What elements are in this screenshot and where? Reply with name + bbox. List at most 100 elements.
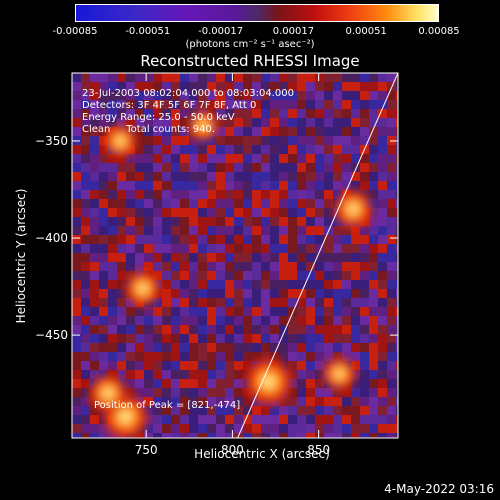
map-cell	[189, 289, 198, 298]
map-cell	[225, 271, 234, 280]
map-cell	[333, 172, 342, 181]
map-cell	[297, 208, 306, 217]
map-cell	[387, 181, 396, 190]
map-cell	[108, 181, 117, 190]
map-cell	[171, 100, 180, 109]
map-cell	[333, 397, 342, 406]
map-cell	[342, 235, 351, 244]
map-cell	[315, 82, 324, 91]
map-cell	[225, 352, 234, 361]
y-axis-label: Heliocentric Y (arcsec)	[14, 189, 28, 324]
map-cell	[153, 334, 162, 343]
map-cell	[99, 424, 108, 433]
map-cell	[135, 361, 144, 370]
map-cell	[252, 145, 261, 154]
map-cell	[207, 136, 216, 145]
map-cell	[189, 136, 198, 145]
map-cell	[297, 73, 306, 82]
map-cell	[324, 325, 333, 334]
map-cell	[288, 145, 297, 154]
map-cell	[108, 298, 117, 307]
map-cell	[90, 154, 99, 163]
map-cell	[297, 316, 306, 325]
map-cell	[369, 262, 378, 271]
map-cell	[108, 82, 117, 91]
map-cell	[243, 199, 252, 208]
map-cell	[324, 397, 333, 406]
map-cell	[315, 280, 324, 289]
map-cell	[270, 190, 279, 199]
map-cell	[270, 334, 279, 343]
map-cell	[216, 109, 225, 118]
map-cell	[225, 307, 234, 316]
map-cell	[126, 298, 135, 307]
map-cell	[297, 370, 306, 379]
map-cell	[81, 397, 90, 406]
map-cell	[306, 289, 315, 298]
bright-source	[263, 376, 274, 387]
map-cell	[117, 280, 126, 289]
map-cell	[252, 343, 261, 352]
map-cell	[153, 253, 162, 262]
map-cell	[81, 406, 90, 415]
map-cell	[207, 235, 216, 244]
map-cell	[360, 307, 369, 316]
map-cell	[162, 424, 171, 433]
map-cell	[369, 118, 378, 127]
map-cell	[288, 352, 297, 361]
map-cell	[117, 199, 126, 208]
map-cell	[342, 73, 351, 82]
map-cell	[378, 217, 387, 226]
map-cell	[234, 253, 243, 262]
map-cell	[360, 262, 369, 271]
map-cell	[270, 352, 279, 361]
map-cell	[261, 118, 270, 127]
map-cell	[288, 82, 297, 91]
map-cell	[333, 433, 342, 438]
map-cell	[297, 109, 306, 118]
map-cell	[162, 136, 171, 145]
map-cell	[243, 262, 252, 271]
map-cell	[387, 262, 396, 271]
map-cell	[90, 433, 99, 438]
map-cell	[216, 91, 225, 100]
map-cell	[126, 334, 135, 343]
map-cell	[396, 127, 398, 136]
map-cell	[180, 145, 189, 154]
map-cell	[171, 307, 180, 316]
map-cell	[306, 316, 315, 325]
map-cell	[315, 289, 324, 298]
map-cell	[342, 82, 351, 91]
map-cell	[72, 244, 81, 253]
map-cell	[72, 100, 81, 109]
map-cell	[351, 316, 360, 325]
map-cell	[81, 235, 90, 244]
map-cell	[360, 406, 369, 415]
map-cell	[234, 307, 243, 316]
map-cell	[171, 244, 180, 253]
map-cell	[252, 271, 261, 280]
map-cell	[225, 415, 234, 424]
map-cell	[243, 424, 252, 433]
map-cell	[369, 244, 378, 253]
map-cell	[171, 352, 180, 361]
map-cell	[99, 82, 108, 91]
map-cell	[378, 289, 387, 298]
map-cell	[243, 235, 252, 244]
map-cell	[378, 361, 387, 370]
map-cell	[306, 208, 315, 217]
map-cell	[360, 127, 369, 136]
map-cell	[351, 397, 360, 406]
map-cell	[126, 253, 135, 262]
map-cell	[396, 379, 398, 388]
map-cell	[396, 397, 398, 406]
map-cell	[90, 217, 99, 226]
map-cell	[234, 370, 243, 379]
map-cell	[153, 316, 162, 325]
map-cell	[225, 109, 234, 118]
map-cell	[153, 145, 162, 154]
map-cell	[162, 73, 171, 82]
map-cell	[99, 127, 108, 136]
map-cell	[261, 334, 270, 343]
map-cell	[171, 424, 180, 433]
